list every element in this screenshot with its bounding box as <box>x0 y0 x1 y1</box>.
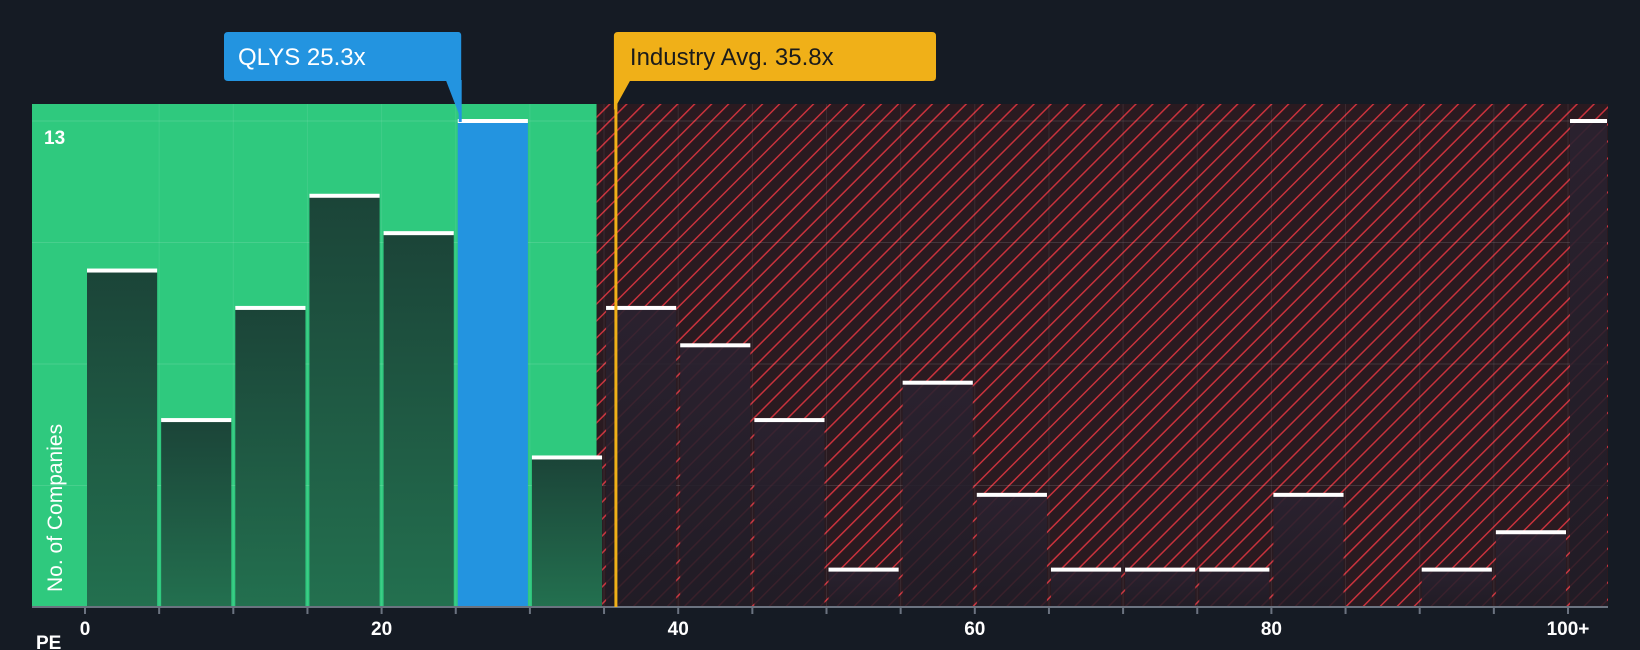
histogram-bar <box>1570 121 1607 607</box>
histogram-bar <box>161 420 232 607</box>
histogram-bar <box>976 494 1047 607</box>
histogram-bars <box>87 119 1607 607</box>
x-axis-label: PE <box>36 633 61 650</box>
x-tick-label: 0 <box>80 619 91 640</box>
bar-top-cap <box>1421 567 1492 572</box>
bar-top-cap <box>531 455 603 460</box>
histogram-bar <box>457 121 528 607</box>
y-axis-label: No. of Companies <box>44 424 67 592</box>
bar-top-cap <box>680 343 751 348</box>
histogram-bar <box>1421 569 1492 607</box>
bar-top-cap <box>457 119 528 123</box>
bar-top-cap <box>309 193 380 198</box>
histogram-bar <box>531 457 603 607</box>
company-callout-label: QLYS 25.3x <box>238 44 366 71</box>
industry-callout: Industry Avg. 35.8x <box>613 32 936 110</box>
bar-top-cap <box>383 231 454 236</box>
bar-top-cap <box>1495 530 1566 535</box>
bar-top-cap <box>1125 567 1196 572</box>
histogram-bar <box>1050 569 1122 607</box>
histogram-bar <box>383 233 454 607</box>
bar-top-cap <box>1199 567 1270 572</box>
gridlines <box>32 104 1608 607</box>
x-axis-ticks: 0 20 40 60 80 100+ <box>80 607 1590 640</box>
x-tick-label: 60 <box>964 619 985 640</box>
histogram-bar <box>902 382 973 607</box>
histogram-bar <box>606 307 677 607</box>
histogram-bar <box>87 270 158 607</box>
industry-callout-label: Industry Avg. 35.8x <box>630 44 834 71</box>
bar-top-cap <box>1273 492 1344 497</box>
histogram-bar <box>1495 532 1566 607</box>
bar-top-cap <box>1050 567 1122 572</box>
bar-top-cap <box>161 418 232 423</box>
bar-top-cap <box>87 268 158 273</box>
company-callout-box <box>224 32 462 120</box>
bar-top-cap <box>754 418 825 423</box>
histogram-bar <box>309 195 380 607</box>
bar-top-cap <box>828 567 899 572</box>
bar-top-cap <box>902 380 973 385</box>
x-tick-label: 40 <box>668 619 689 640</box>
company-callout: QLYS 25.3x <box>224 32 462 120</box>
bar-top-cap <box>1570 119 1607 123</box>
histogram-bar <box>235 307 306 607</box>
histogram-bar <box>828 569 899 607</box>
x-tick-label: 100+ <box>1547 619 1590 640</box>
histogram-bar <box>680 345 751 607</box>
histogram-bar <box>1199 569 1270 607</box>
histogram-bar <box>754 420 825 607</box>
bar-top-cap <box>976 492 1047 497</box>
y-axis-max-label: 13 <box>44 128 65 149</box>
histogram-bar <box>1273 494 1344 607</box>
x-tick-label: 80 <box>1261 619 1282 640</box>
bar-top-cap <box>235 305 306 310</box>
industry-callout-box <box>613 32 936 110</box>
histogram-bar <box>1125 569 1196 607</box>
bar-top-cap <box>606 305 677 310</box>
x-tick-label: 20 <box>371 619 392 640</box>
